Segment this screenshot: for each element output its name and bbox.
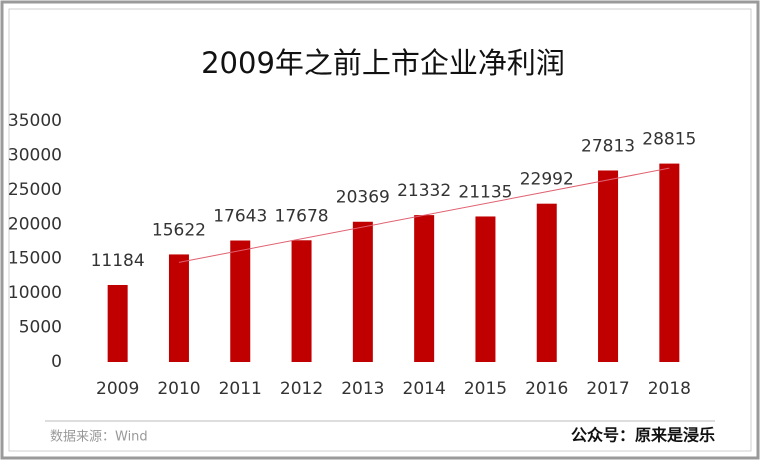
x-tick-label: 2014 [403,379,446,399]
bar [291,240,312,362]
data-label: 15622 [152,220,206,240]
y-tick-label: 20000 [8,214,62,234]
data-label: 22992 [520,170,574,190]
x-tick-label: 2012 [280,379,323,399]
x-tick-label: 2018 [648,379,691,399]
bar [414,215,435,362]
bar [598,170,619,362]
y-tick-label: 0 [51,352,62,372]
data-label: 27813 [581,136,635,156]
data-label: 21332 [397,181,451,201]
bar [352,221,373,362]
bar [107,284,128,362]
bar [536,203,557,362]
x-tick-label: 2010 [157,379,200,399]
data-label: 17678 [275,206,329,226]
x-tick-label: 2016 [525,379,568,399]
chart-title: 2009年之前上市企业净利润 [201,46,565,80]
y-tick-label: 30000 [8,145,62,165]
data-label: 28815 [642,130,696,150]
y-tick-label: 15000 [8,249,62,269]
bar [475,216,496,362]
data-label: 17643 [213,207,267,227]
x-tick-label: 2015 [464,379,507,399]
inner-frame [8,8,752,452]
bar [659,163,680,362]
credit: 公众号：原来是浸乐 [571,426,715,445]
x-tick-label: 2017 [586,379,629,399]
bar [168,254,189,362]
y-tick-label: 10000 [8,283,62,303]
x-tick-label: 2011 [219,379,262,399]
data-label: 11184 [91,251,145,271]
x-tick-label: 2013 [341,379,384,399]
x-tick-label: 2009 [96,379,139,399]
bar [230,240,251,362]
y-tick-label: 25000 [8,180,62,200]
data-label: 21135 [458,182,512,202]
data-label: 20369 [336,188,390,208]
y-tick-label: 35000 [8,111,62,131]
trendline [178,167,670,263]
source: 数据来源：Wind [50,430,148,445]
y-tick-label: 5000 [19,318,62,338]
